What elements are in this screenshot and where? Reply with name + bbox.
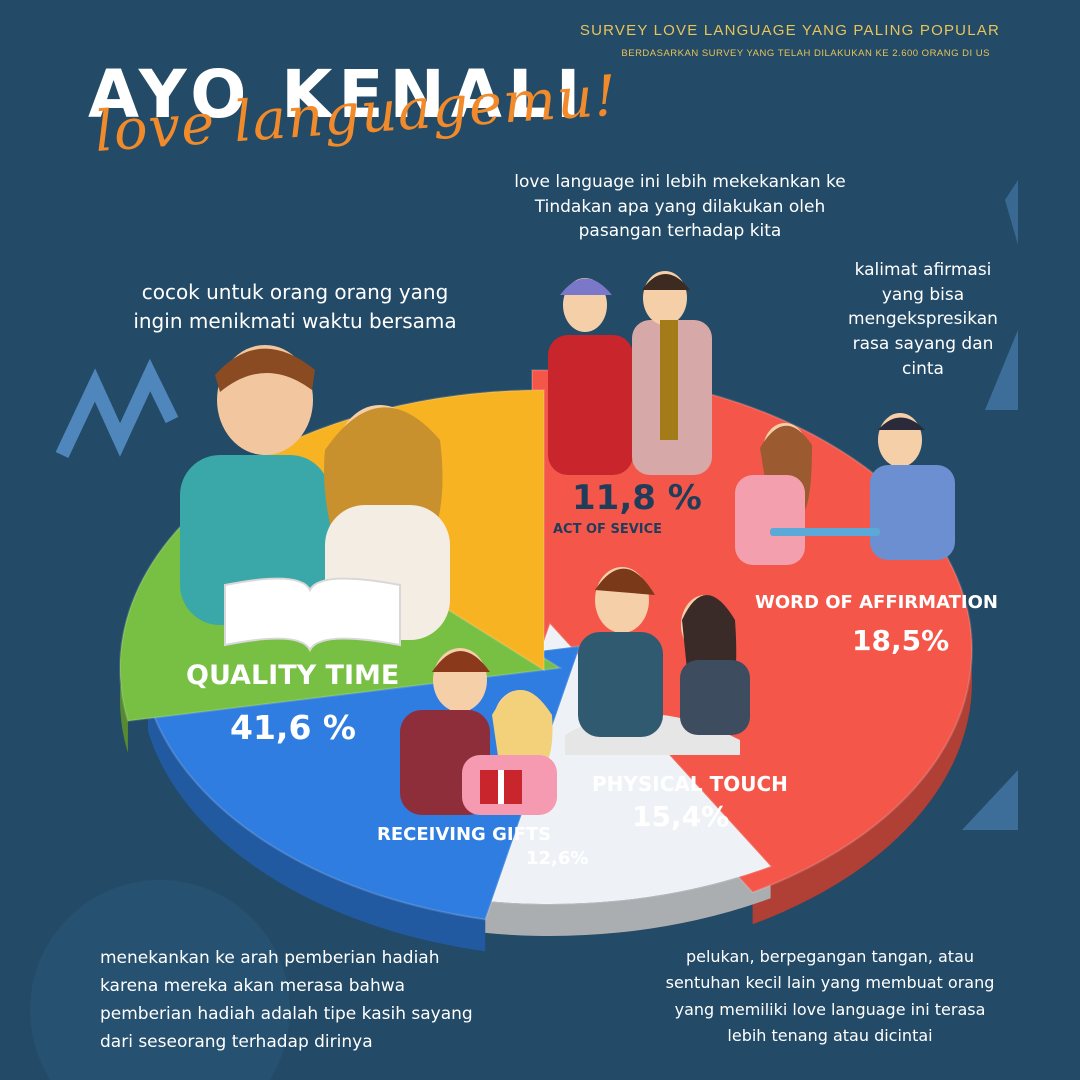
survey-title: SURVEY LOVE LANGUAGE YANG PALING POPULAR — [579, 22, 1000, 39]
slice-value-act-of-service: 11,8 % — [572, 478, 702, 518]
couple-reading-illustration — [180, 345, 450, 653]
slice-value-word-of-affirmation: 18,5% — [852, 624, 950, 657]
triangle-decoration-small — [1005, 180, 1018, 245]
slice-label-word-of-affirmation: WORD OF AFFIRMATION — [755, 592, 998, 613]
slice-label-act-of-service: ACT OF SEVICE — [553, 522, 663, 537]
survey-subtitle: BERDASARKAN SURVEY YANG TELAH DILAKUKAN … — [621, 48, 990, 59]
couple-touch-illustration — [565, 567, 750, 755]
slice-value-physical-touch: 15,4% — [632, 800, 730, 833]
description-act-of-service: love language ini lebih mekekankan ke Ti… — [514, 172, 846, 242]
description-physical-touch: pelukan, berpegangan tangan, atau sentuh… — [665, 947, 995, 1046]
couple-cafe-illustration — [735, 413, 955, 565]
pie-slice-depth — [147, 698, 486, 952]
pie-slice-depth — [455, 866, 771, 937]
description-quality-time: cocok untuk orang orang yang ingin menik… — [133, 280, 457, 333]
page-title: AYO KENALI — [88, 56, 587, 133]
description-word-of-affirmation: kalimat afirmasi yang bisa mengekspresik… — [848, 260, 998, 379]
slice-label-receiving-gifts: RECEIVING GIFTS — [377, 824, 552, 845]
slice-value-receiving-gifts: 12,6% — [526, 848, 589, 869]
zigzag-decoration — [55, 358, 179, 458]
slice-value-quality-time: 41,6 % — [230, 708, 356, 747]
background-circle — [30, 880, 290, 1080]
couple-gift-illustration — [400, 648, 557, 815]
description-receiving-gifts: menekankan ke arah pemberian hadiah kare… — [100, 948, 473, 1053]
couple-winter-illustration — [548, 271, 712, 475]
triangle-decoration-top — [985, 330, 1018, 410]
slice-label-quality-time: QUALITY TIME — [186, 660, 400, 691]
slice-label-physical-touch: PHYSICAL TOUCH — [592, 772, 788, 796]
triangle-decoration-bottom — [962, 770, 1018, 830]
